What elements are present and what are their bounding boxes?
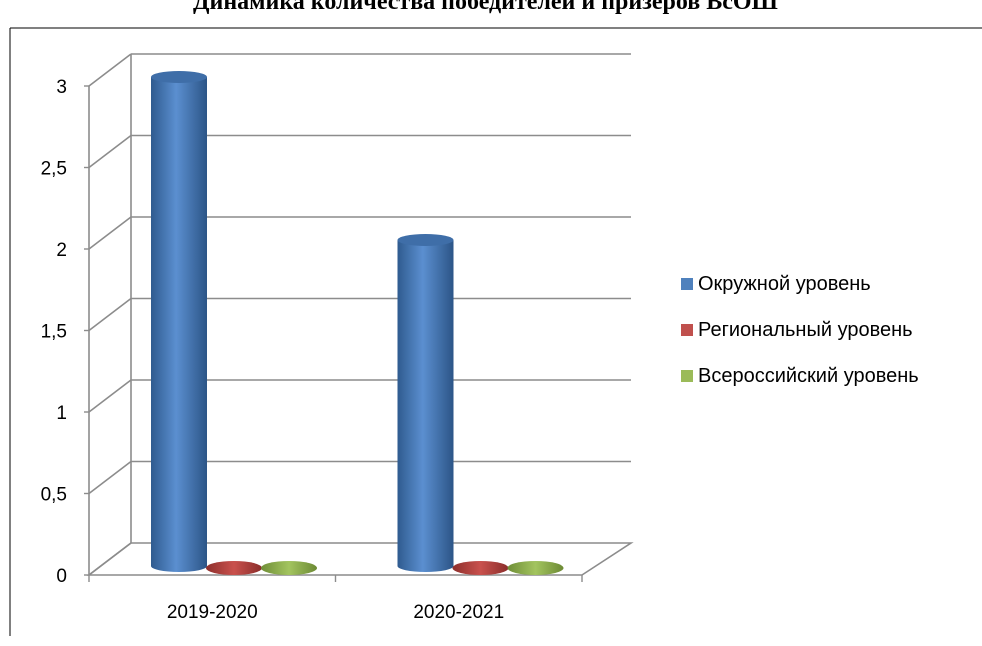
bar-layer [151,71,564,575]
gridline-diagonal [88,53,132,87]
gridline-diagonal [88,134,132,169]
bar-flat [261,561,317,575]
gridline-diagonal [88,216,132,250]
y-tick-label: 2 [56,240,67,261]
bar-top [397,234,454,246]
chart-frame [9,27,982,636]
bar [261,561,317,575]
bar-flat [452,561,509,575]
bar [206,561,262,575]
bar-body [151,77,207,572]
y-tick-label: 0 [56,566,67,587]
x-tick-label: 2020-2021 [413,602,504,623]
y-tick-label: 1,5 [41,322,67,343]
grid-layer [88,53,631,576]
floor-plane [86,542,634,576]
legend-label: Окружной уровень [698,273,871,295]
y-tick-label: 1 [56,403,67,424]
bar-top [151,71,207,83]
bar [151,71,207,572]
y-tick-label: 3 [56,77,67,98]
bar-body [397,240,454,572]
legend-swatch [681,278,693,290]
legend: Окружной уровень Региональный уровень Всер… [681,273,919,387]
legend-label: Региональный уровень [698,319,913,341]
bar [507,561,564,575]
bar [452,561,509,575]
x-tick-label: 2019-2020 [167,602,258,623]
legend-swatch [681,324,693,336]
y-tick-label: 2,5 [41,159,67,180]
y-tick-label: 0,5 [41,485,67,506]
gridline-diagonal [88,297,132,332]
chart-title: Динамика количества победителей и призер… [193,0,778,15]
axis-layer: 0 0,5 1 1,5 2 2,5 3 2019-2020 2020-2021 [41,77,634,623]
bar-flat [206,561,262,575]
gridline-diagonal [88,379,132,413]
gridline-diagonal [88,460,132,495]
bar-flat [507,561,564,575]
legend-swatch [681,370,693,382]
bar [397,234,454,572]
legend-label: Всероссийский уровень [698,365,919,387]
